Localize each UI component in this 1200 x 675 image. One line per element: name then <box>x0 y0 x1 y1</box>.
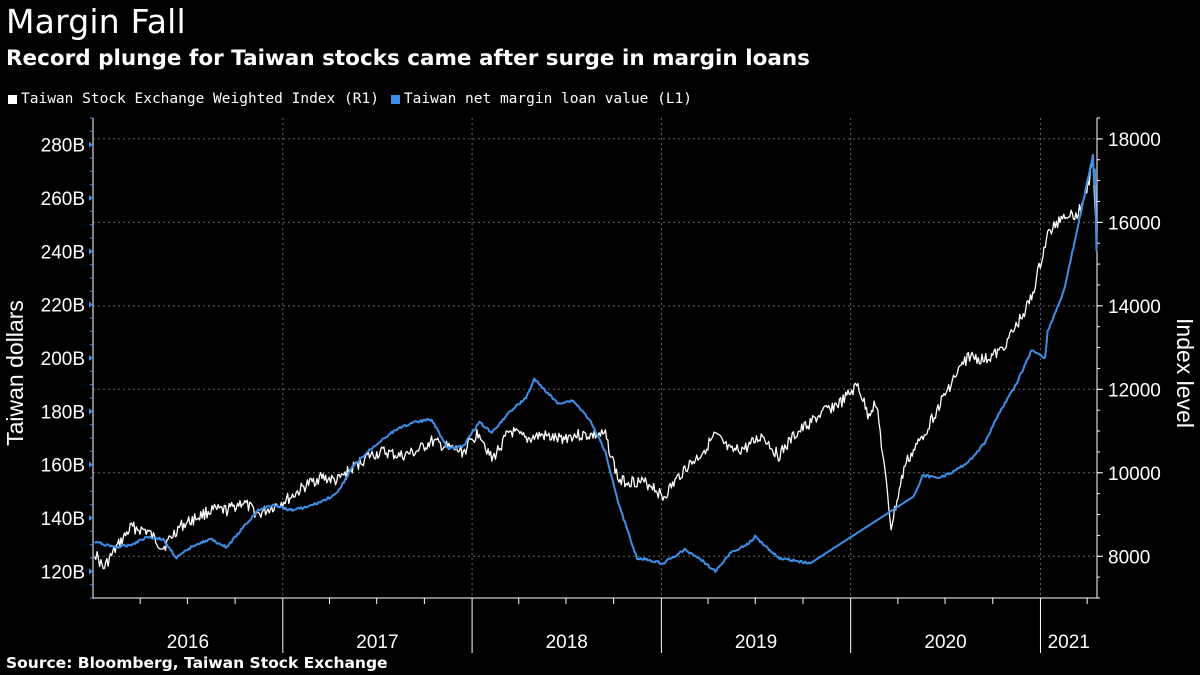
chart-subtitle: Record plunge for Taiwan stocks came aft… <box>6 46 810 71</box>
left-tick-label: 140B <box>41 509 85 530</box>
left-axis-title: Taiwan dollars <box>2 300 28 446</box>
legend-swatch-index <box>8 94 17 104</box>
right-tick-label: 14000 <box>1108 297 1161 318</box>
legend: Taiwan Stock Exchange Weighted Index (R1… <box>8 91 692 107</box>
right-tick-label: 10000 <box>1108 464 1161 485</box>
legend-label-index: Taiwan Stock Exchange Weighted Index (R1… <box>21 91 379 107</box>
chart-title: Margin Fall <box>6 2 186 41</box>
legend-label-margin: Taiwan net margin loan value (L1) <box>403 91 693 107</box>
left-tick-label: 220B <box>41 296 85 317</box>
left-tick-label: 200B <box>41 349 85 370</box>
source-note: Source: Bloomberg, Taiwan Stock Exchange <box>6 654 388 672</box>
year-label-2017: 2017 <box>356 632 398 653</box>
gridlines <box>93 118 1097 598</box>
legend-item-margin: Taiwan net margin loan value (L1) <box>390 91 693 107</box>
left-axis-ticks: 120B 140B 160B 180B 200B 220B 240B 260B 280B <box>41 117 93 599</box>
x-axis-year-labels: 2016 2017 2018 2019 2020 2021 <box>139 598 1090 653</box>
right-axis-title: Index level <box>1172 318 1198 428</box>
right-tick-label: 16000 <box>1108 213 1161 234</box>
series-line-index <box>94 158 1098 570</box>
right-tick-label: 18000 <box>1108 130 1161 151</box>
right-tick-label: 8000 <box>1108 547 1150 568</box>
year-label-2019: 2019 <box>735 632 777 653</box>
year-label-2016: 2016 <box>167 632 209 653</box>
left-tick-label: 180B <box>41 402 85 423</box>
series-lines <box>94 153 1098 573</box>
left-tick-label: 260B <box>41 189 85 210</box>
legend-item-index: Taiwan Stock Exchange Weighted Index (R1… <box>8 91 379 107</box>
right-tick-label: 12000 <box>1108 380 1161 401</box>
legend-swatch-margin <box>390 94 400 104</box>
year-label-2020: 2020 <box>924 632 966 653</box>
series-line-margin-loans <box>94 153 1098 573</box>
year-label-2021: 2021 <box>1048 632 1090 653</box>
left-tick-label: 240B <box>41 242 85 263</box>
right-axis-ticks: 8000 10000 12000 14000 16000 18000 <box>1097 117 1161 599</box>
left-tick-label: 280B <box>41 136 85 157</box>
year-label-2018: 2018 <box>546 632 588 653</box>
left-tick-label: 120B <box>41 562 85 583</box>
left-tick-label: 160B <box>41 456 85 477</box>
